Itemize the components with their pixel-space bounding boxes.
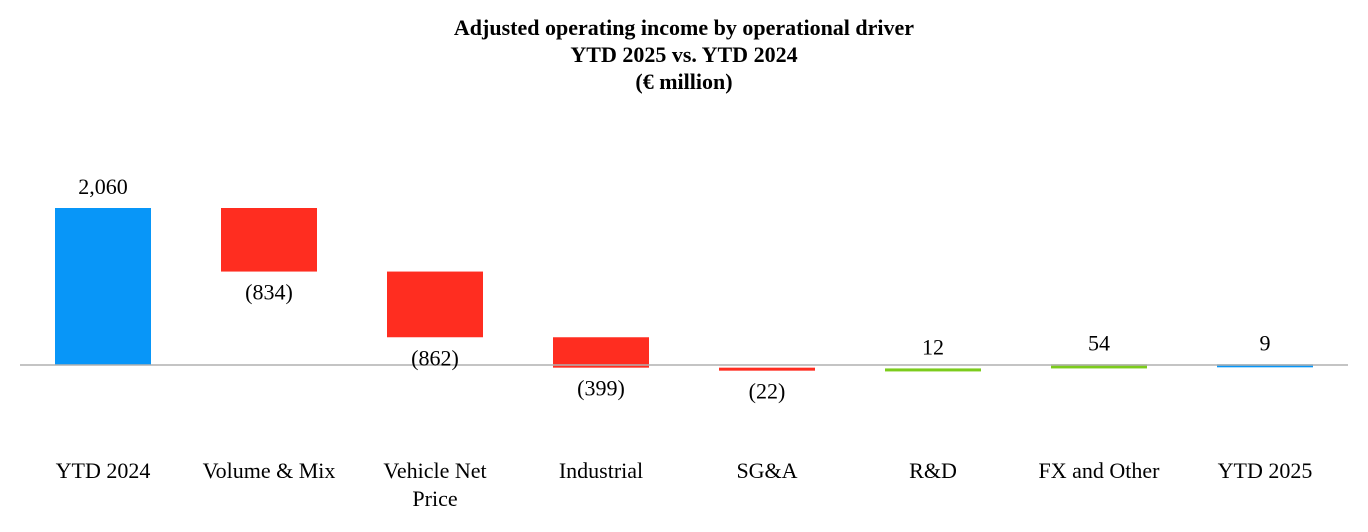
category-label-0: YTD 2024	[56, 458, 151, 483]
category-label-6-line-0: FX and Other	[1039, 458, 1161, 483]
bar-3	[553, 337, 649, 368]
bar-1	[221, 208, 317, 272]
category-label-2-line-1: Price	[412, 486, 457, 511]
bar-0	[55, 208, 151, 365]
category-label-layer: YTD 2024 Volume & Mix Vehicle Net Price Indu…	[56, 458, 1313, 511]
value-label-3: (399)	[577, 376, 625, 401]
chart-subtitle: YTD 2025 vs. YTD 2024	[570, 42, 798, 67]
category-label-3: Industrial	[559, 458, 643, 483]
value-label-7: 9	[1260, 330, 1271, 355]
category-label-3-line-0: Industrial	[559, 458, 643, 483]
category-label-5-line-0: R&D	[909, 458, 957, 483]
category-label-7: YTD 2025	[1218, 458, 1313, 483]
bar-layer	[55, 208, 1313, 372]
bar-6	[1051, 364, 1147, 369]
value-label-layer: 2,060 (834) (862) (399) (22) 12 54 9	[78, 174, 1270, 404]
category-label-2-line-0: Vehicle Net	[383, 458, 486, 483]
category-label-0-line-0: YTD 2024	[56, 458, 151, 483]
category-label-1-line-0: Volume & Mix	[203, 458, 336, 483]
bar-4	[719, 367, 815, 371]
value-label-4: (22)	[749, 379, 786, 404]
category-label-7-line-0: YTD 2025	[1218, 458, 1313, 483]
bar-2	[387, 271, 483, 338]
chart-unit-label: (€ million)	[635, 69, 733, 94]
bar-5	[885, 368, 981, 372]
category-label-6: FX and Other	[1039, 458, 1161, 483]
chart-title: Adjusted operating income by operational…	[453, 15, 915, 40]
value-label-0: 2,060	[78, 174, 128, 199]
bar-7	[1217, 364, 1313, 368]
value-label-1: (834)	[245, 280, 293, 305]
category-label-4: SG&A	[736, 458, 797, 483]
category-label-1: Volume & Mix	[203, 458, 336, 483]
category-label-5: R&D	[909, 458, 957, 483]
value-label-2: (862)	[411, 345, 459, 370]
category-label-4-line-0: SG&A	[736, 458, 797, 483]
category-label-2: Vehicle Net Price	[383, 458, 486, 511]
value-label-5: 12	[922, 334, 944, 359]
chart-titles: Adjusted operating income by operational…	[0, 14, 1368, 95]
value-label-6: 54	[1088, 330, 1110, 355]
